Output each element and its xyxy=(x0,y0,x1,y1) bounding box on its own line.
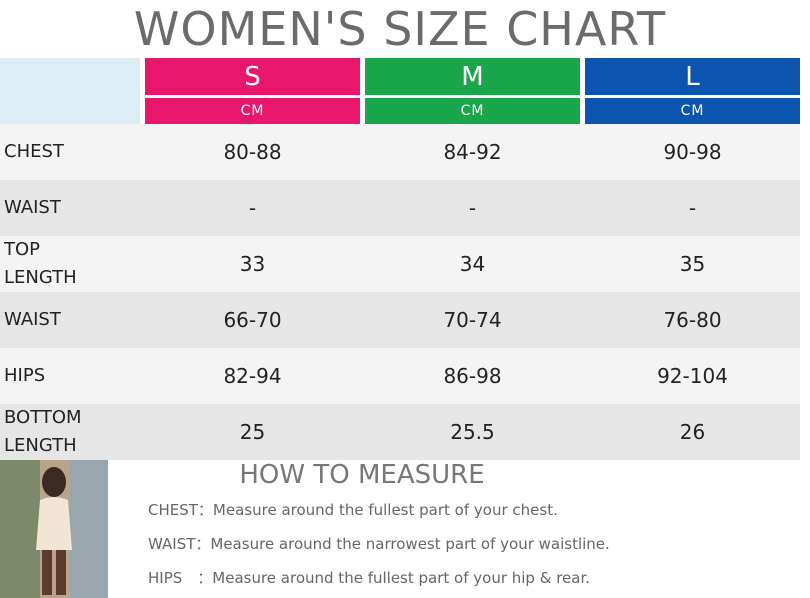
table-row xyxy=(0,236,800,292)
table-cell: 34 xyxy=(459,252,486,276)
table-cell: 86-98 xyxy=(443,364,502,388)
row-label: WAIST xyxy=(4,309,61,330)
table-cell: 80-88 xyxy=(223,140,282,164)
chart-title: WOMEN'S SIZE CHART xyxy=(133,2,667,56)
table-cell: - xyxy=(688,196,697,220)
table-cell: 82-94 xyxy=(223,364,282,388)
table-row xyxy=(0,180,800,236)
unit-header: CM xyxy=(585,98,800,124)
table-cell: - xyxy=(468,196,477,220)
table-cell: 25.5 xyxy=(450,420,495,444)
measure-item: HIPS ：Measure around the fullest part of… xyxy=(148,567,590,588)
table-cell: 26 xyxy=(679,420,706,444)
row-label: BOTTOM LENGTH xyxy=(4,407,82,456)
table-cell: 90-98 xyxy=(663,140,722,164)
table-row xyxy=(0,292,800,348)
table-cell: 76-80 xyxy=(663,308,722,332)
size-header: S xyxy=(145,58,360,95)
row-label: TOP LENGTH xyxy=(4,239,77,288)
row-label: CHEST xyxy=(4,141,64,162)
table-cell: 66-70 xyxy=(223,308,282,332)
measure-label: HIPS ： xyxy=(148,569,213,587)
row-label: WAIST xyxy=(4,197,61,218)
measure-label: CHEST： xyxy=(148,501,213,519)
table-row xyxy=(0,124,800,180)
measure-text: Measure around the fullest part of your … xyxy=(212,501,558,519)
measure-label: WAIST： xyxy=(148,535,211,553)
measure-title: HOW TO MEASURE xyxy=(239,460,485,490)
table-row xyxy=(0,404,800,460)
header-corner xyxy=(0,58,140,124)
table-cell: 25 xyxy=(239,420,266,444)
table-cell: 33 xyxy=(239,252,266,276)
table-row xyxy=(0,348,800,404)
table-cell: 35 xyxy=(679,252,706,276)
measure-item: CHEST：Measure around the fullest part of… xyxy=(148,499,558,520)
table-cell: 70-74 xyxy=(443,308,502,332)
unit-header: CM xyxy=(145,98,360,124)
model-photo xyxy=(0,460,108,598)
table-cell: 84-92 xyxy=(443,140,502,164)
row-label: HIPS xyxy=(4,365,46,386)
measure-text: Measure around the fullest part of your … xyxy=(212,569,591,587)
unit-header: CM xyxy=(365,98,580,124)
table-cell: 92-104 xyxy=(657,364,728,388)
table-cell: - xyxy=(248,196,257,220)
size-header: L xyxy=(585,58,800,95)
measure-item: WAIST：Measure around the narrowest part … xyxy=(148,533,610,554)
measure-text: Measure around the narrowest part of you… xyxy=(210,535,610,553)
size-header: M xyxy=(365,58,580,95)
